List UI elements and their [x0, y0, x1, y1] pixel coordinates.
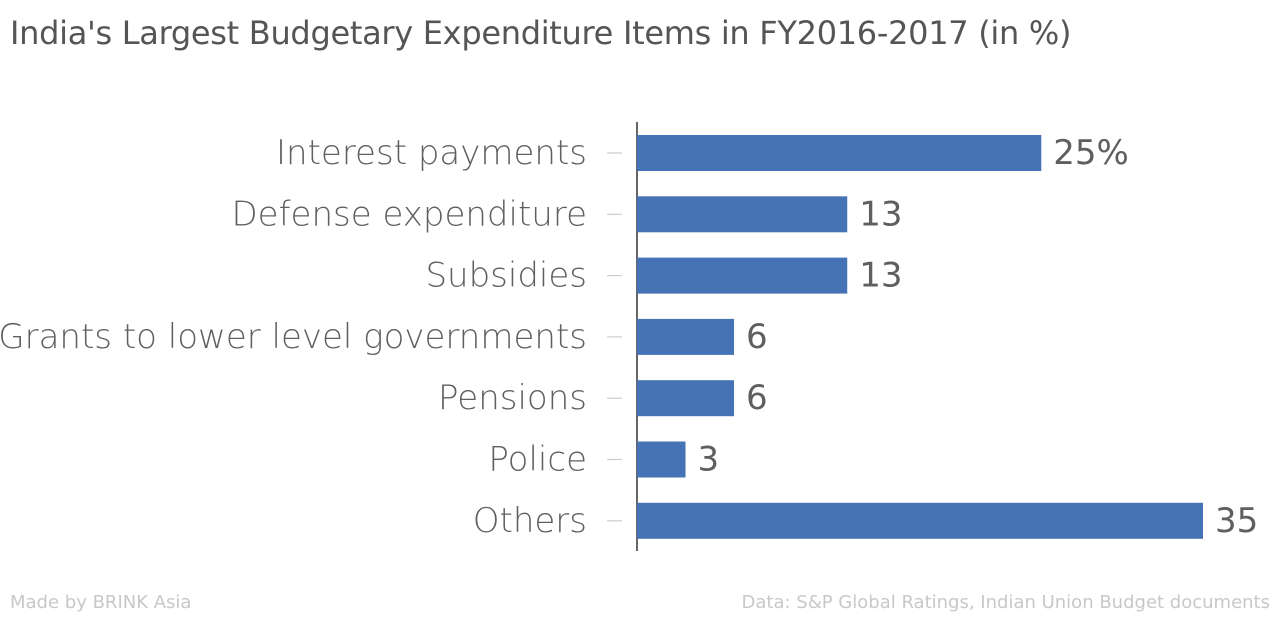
category-label: Others	[473, 501, 587, 541]
made-by-credit: Made by BRINK Asia	[10, 592, 192, 613]
category-label: Defense expenditure	[231, 194, 587, 234]
chart-title: India's Largest Budgetary Expenditure It…	[10, 14, 1072, 52]
data-label: 13	[859, 256, 902, 296]
data-label: 6	[746, 317, 768, 357]
category-label: Police	[488, 440, 587, 480]
category-label: Interest payments	[276, 133, 587, 173]
data-label: 3	[698, 440, 720, 480]
category-label: Grants to lower level governments	[0, 317, 587, 357]
bar	[637, 135, 1042, 171]
bar	[637, 380, 735, 417]
bar	[637, 318, 735, 355]
data-label: 35	[1215, 501, 1258, 541]
bar	[637, 441, 686, 478]
data-label: 6	[746, 378, 768, 418]
bar	[637, 196, 848, 233]
category-label: Pensions	[438, 378, 587, 418]
bar	[637, 257, 848, 294]
data-label: 13	[859, 194, 902, 234]
category-label: Subsidies	[425, 256, 587, 296]
data-source: Data: S&P Global Ratings, Indian Union B…	[741, 592, 1271, 613]
bar	[637, 502, 1203, 539]
data-label: 25%	[1053, 133, 1129, 173]
